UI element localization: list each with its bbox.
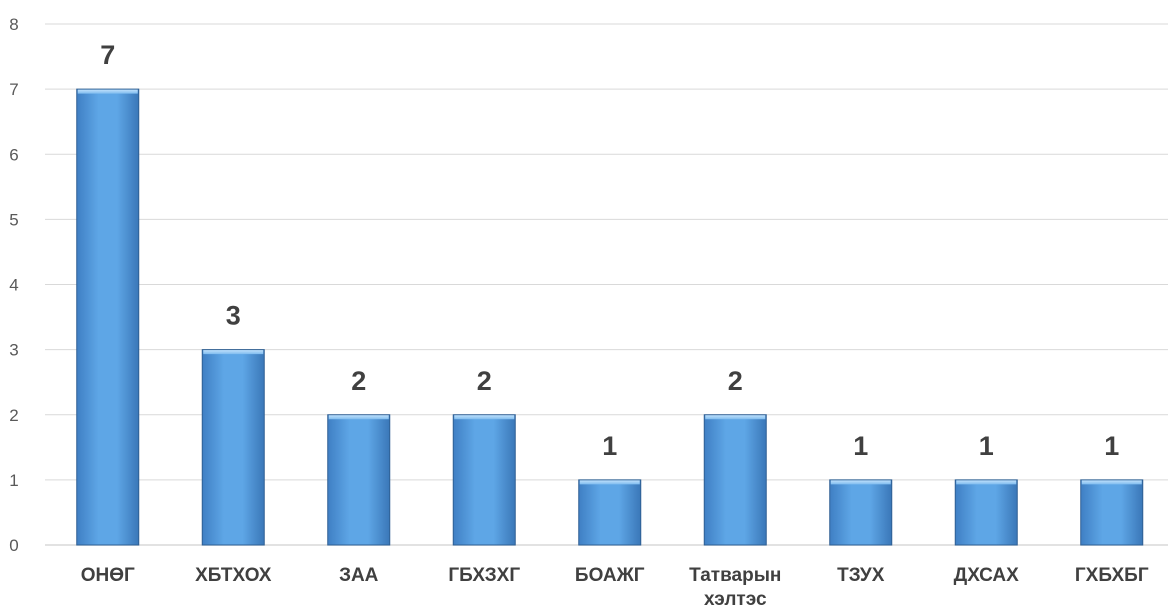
bar-highlight (830, 480, 891, 485)
y-tick-label: 3 (9, 341, 18, 360)
x-tick-label: ОНӨГ (81, 565, 135, 586)
x-tick-line: ГХБХБГ (1075, 565, 1149, 586)
data-label: 2 (728, 366, 743, 396)
bar (578, 479, 642, 546)
bar (829, 479, 893, 546)
bar (201, 349, 265, 546)
y-tick-label: 1 (9, 471, 18, 490)
bar (76, 88, 140, 546)
bar-highlight (77, 89, 138, 94)
x-tick-label: ГХБХБГ (1075, 565, 1149, 586)
bar-highlight (454, 415, 515, 420)
bar (1080, 479, 1144, 546)
data-label: 1 (1104, 431, 1119, 461)
bar-highlight (956, 480, 1017, 485)
x-tick-line: БОАЖГ (575, 565, 645, 586)
data-label: 1 (979, 431, 994, 461)
y-axis-ticks: 0 1 2 3 4 5 6 7 8 (9, 15, 18, 555)
x-tick-line: ГБХЗХГ (448, 565, 520, 586)
x-tick-label: Татварын хэлтэс (689, 565, 781, 610)
x-tick-line: ХБТХОХ (195, 565, 272, 586)
data-label: 3 (226, 301, 241, 331)
x-tick-line: хэлтэс (704, 589, 767, 610)
x-tick-label: ХБТХОХ (195, 565, 272, 586)
y-tick-label: 5 (9, 210, 18, 229)
data-label: 1 (602, 431, 617, 461)
x-axis-ticks: ОНӨГ ХБТХОХ ЗАА ГБХЗХГ БОАЖГ Татварын хэлтэс ТЗ… (81, 565, 1149, 610)
y-tick-label: 8 (9, 15, 18, 34)
x-tick-line: Татварын (689, 565, 781, 586)
bar-highlight (328, 415, 389, 420)
x-tick-line: ЗАА (339, 565, 379, 586)
y-tick-label: 6 (9, 145, 18, 164)
x-tick-label: БОАЖГ (575, 565, 645, 586)
bar (703, 414, 767, 546)
x-tick-line: ТЗУХ (837, 565, 885, 586)
data-labels: 7 3 2 2 1 2 1 1 1 (100, 40, 1119, 461)
x-tick-line: ДХСАХ (954, 565, 1019, 586)
data-label: 1 (853, 431, 868, 461)
y-tick-label: 0 (9, 536, 18, 555)
bar (327, 414, 391, 546)
bars (76, 88, 1144, 546)
bar-highlight (1081, 480, 1142, 485)
bar-highlight (203, 350, 264, 355)
data-label: 7 (100, 40, 115, 70)
data-label: 2 (351, 366, 366, 396)
y-tick-label: 2 (9, 406, 18, 425)
x-tick-label: ТЗУХ (837, 565, 885, 586)
bar (954, 479, 1018, 546)
bar-highlight (579, 480, 640, 485)
x-tick-line: ОНӨГ (81, 565, 135, 586)
x-tick-label: ЗАА (339, 565, 379, 586)
y-tick-label: 7 (9, 80, 18, 99)
bar-highlight (705, 415, 766, 420)
data-label: 2 (477, 366, 492, 396)
x-tick-label: ГБХЗХГ (448, 565, 520, 586)
x-tick-label: ДХСАХ (954, 565, 1019, 586)
bar (452, 414, 516, 546)
y-tick-label: 4 (9, 276, 18, 295)
